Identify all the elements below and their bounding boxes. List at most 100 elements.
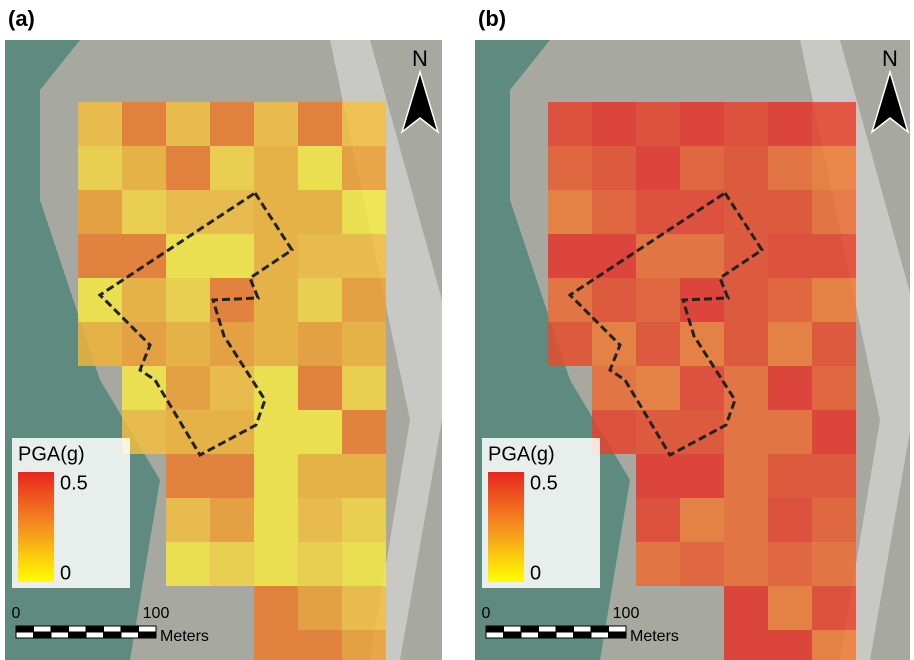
pga-cell (298, 278, 342, 322)
pga-cell (812, 542, 856, 586)
scale-segment (556, 626, 574, 632)
pga-cell (812, 454, 856, 498)
legend-gradient (18, 472, 54, 582)
pga-cell (254, 542, 298, 586)
legend-title: PGA(g) (18, 443, 85, 465)
legend-title: PGA(g) (488, 443, 555, 465)
scale-segment (504, 626, 522, 632)
pga-cell (166, 498, 210, 542)
legend-max: 0.5 (530, 472, 558, 494)
pga-cell (812, 586, 856, 630)
pga-cell (680, 146, 724, 190)
pga-cell (768, 278, 812, 322)
pga-cell (636, 410, 680, 454)
pga-cell (298, 366, 342, 410)
panel-label: (b) (478, 6, 506, 31)
pga-cell (636, 454, 680, 498)
pga-cell (768, 234, 812, 278)
pga-cell (724, 278, 768, 322)
pga-cell (210, 498, 254, 542)
pga-cell (548, 234, 592, 278)
pga-cell (812, 190, 856, 234)
pga-cell (210, 454, 254, 498)
legend-min: 0 (530, 562, 541, 584)
pga-cell (768, 630, 812, 660)
scale-segment (34, 632, 52, 638)
scale-segment (69, 632, 87, 638)
panel-label: (a) (8, 6, 35, 31)
pga-cell (768, 102, 812, 146)
pga-cell (548, 190, 592, 234)
scale-segment (51, 632, 69, 638)
pga-cell (342, 586, 386, 630)
pga-cell (166, 454, 210, 498)
pga-cell (592, 366, 636, 410)
pga-cell (342, 498, 386, 542)
pga-cell (724, 586, 768, 630)
scale-segment (86, 632, 104, 638)
pga-cell (812, 278, 856, 322)
pga-cell (122, 278, 166, 322)
pga-cell (342, 278, 386, 322)
pga-cell (548, 322, 592, 366)
pga-cell (166, 146, 210, 190)
pga-cell (680, 102, 724, 146)
scale-segment (34, 626, 52, 632)
pga-cell (548, 146, 592, 190)
pga-cell (636, 542, 680, 586)
scale-segment (591, 632, 609, 638)
scale-segment (16, 626, 34, 632)
pga-cell (254, 278, 298, 322)
north-label: N (882, 46, 898, 71)
pga-cell (210, 234, 254, 278)
pga-cell (812, 498, 856, 542)
north-label: N (412, 46, 428, 71)
pga-cell (768, 366, 812, 410)
pga-cell (768, 146, 812, 190)
pga-cell (78, 234, 122, 278)
scale-segment (121, 632, 139, 638)
pga-cell (636, 498, 680, 542)
pga-cell (768, 190, 812, 234)
pga-cell (254, 102, 298, 146)
scale-segment (504, 632, 522, 638)
pga-cell (724, 542, 768, 586)
legend-gradient (488, 472, 524, 582)
pga-cell (210, 322, 254, 366)
pga-cell (724, 454, 768, 498)
pga-cell (342, 102, 386, 146)
pga-cell (812, 630, 856, 660)
pga-cell (298, 102, 342, 146)
pga-cell (254, 630, 298, 660)
scale-segment (104, 626, 122, 632)
pga-cell (78, 322, 122, 366)
pga-cell (166, 234, 210, 278)
pga-cell (298, 190, 342, 234)
pga-cell (636, 102, 680, 146)
pga-cell (342, 410, 386, 454)
pga-cell (254, 454, 298, 498)
pga-cell (680, 498, 724, 542)
pga-cell (122, 102, 166, 146)
pga-cell (122, 190, 166, 234)
pga-cell (812, 146, 856, 190)
scale-end: 100 (613, 605, 640, 622)
pga-cell (768, 454, 812, 498)
pga-cell (724, 146, 768, 190)
pga-cell (298, 498, 342, 542)
pga-cell (166, 102, 210, 146)
scale-segment (486, 626, 504, 632)
pga-cell (298, 586, 342, 630)
scale-unit: Meters (160, 628, 209, 645)
pga-cell (122, 146, 166, 190)
scale-segment (591, 626, 609, 632)
pga-cell (342, 234, 386, 278)
pga-cell (592, 190, 636, 234)
scale-segment (574, 632, 592, 638)
pga-cell (210, 102, 254, 146)
pga-cell (166, 322, 210, 366)
scale-start: 0 (482, 605, 491, 622)
